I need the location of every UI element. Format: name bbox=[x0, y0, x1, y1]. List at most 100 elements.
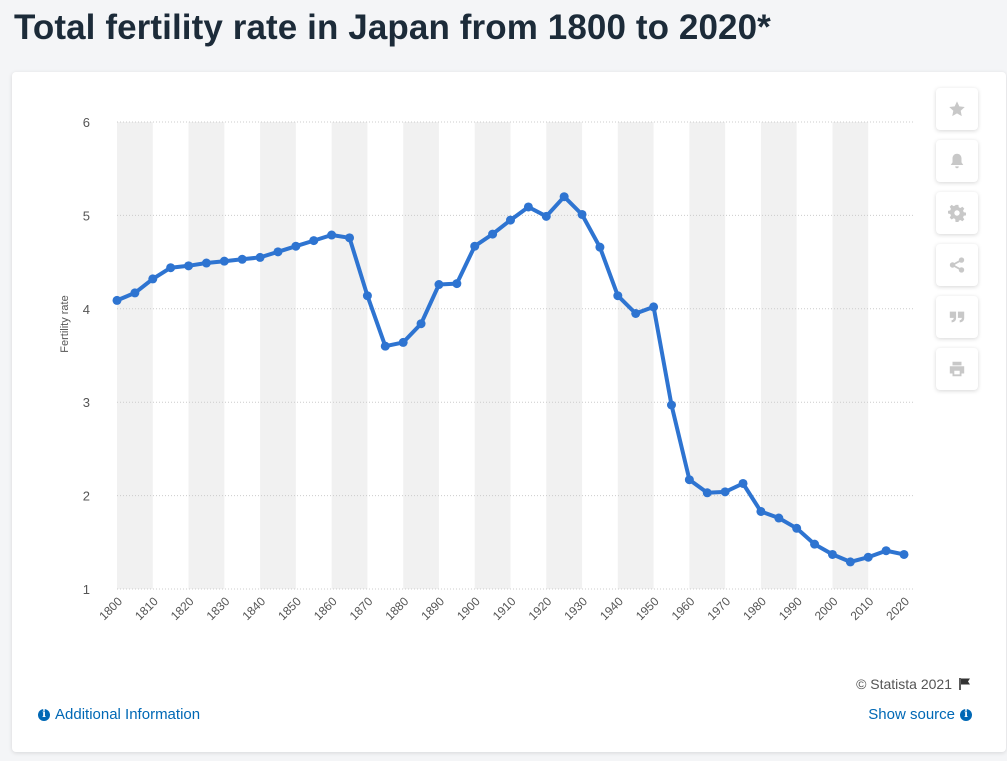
gridlines bbox=[117, 121, 914, 590]
x-tick-label: 1840 bbox=[239, 594, 268, 623]
info-icon: i bbox=[960, 708, 972, 721]
x-tick-label: 1990 bbox=[776, 594, 805, 623]
data-point bbox=[398, 337, 408, 347]
x-tick-label: 1800 bbox=[96, 594, 125, 623]
print-button[interactable] bbox=[936, 348, 978, 390]
data-point bbox=[774, 513, 784, 523]
data-point bbox=[649, 302, 659, 312]
data-point bbox=[684, 475, 694, 485]
background-band bbox=[832, 122, 869, 589]
background-band bbox=[546, 122, 583, 589]
data-point bbox=[541, 211, 551, 221]
data-point bbox=[702, 488, 712, 498]
x-tick-label: 1900 bbox=[454, 594, 483, 623]
data-point bbox=[345, 233, 355, 243]
x-tick-label: 2010 bbox=[848, 594, 877, 623]
data-point bbox=[523, 202, 533, 212]
x-tick-labels: 1800 1810 1820 1830 1840 1850 1860 1870 1880 1890… bbox=[96, 594, 912, 623]
background-band bbox=[617, 122, 654, 589]
data-point bbox=[666, 400, 676, 410]
series-group bbox=[112, 192, 909, 567]
data-point bbox=[291, 241, 301, 251]
x-tick-label: 1940 bbox=[597, 594, 626, 623]
x-tick-label: 1930 bbox=[561, 594, 590, 623]
x-tick-label: 1980 bbox=[740, 594, 769, 623]
y-tick-labels: 1 2 3 4 5 6 bbox=[83, 115, 90, 597]
background-band bbox=[260, 122, 296, 589]
background-band bbox=[689, 122, 726, 589]
data-point bbox=[148, 274, 158, 284]
share-icon bbox=[949, 257, 965, 273]
data-point bbox=[756, 506, 766, 516]
copyright-text: © Statista 2021 bbox=[856, 676, 952, 692]
x-tick-label: 1970 bbox=[704, 594, 733, 623]
data-point bbox=[273, 247, 283, 257]
page-title: Total fertility rate in Japan from 1800 … bbox=[14, 8, 771, 47]
x-tick-label: 2000 bbox=[812, 594, 841, 623]
data-point bbox=[595, 242, 605, 252]
additional-information-link[interactable]: i Additional Information bbox=[38, 706, 200, 723]
x-tick-label: 1850 bbox=[275, 594, 304, 623]
data-point bbox=[559, 192, 569, 202]
flag-icon[interactable] bbox=[958, 677, 972, 691]
copyright-notice: © Statista 2021 bbox=[856, 676, 972, 692]
background-band bbox=[474, 122, 511, 589]
data-point bbox=[845, 557, 855, 567]
settings-button[interactable] bbox=[936, 192, 978, 234]
data-point bbox=[792, 523, 802, 533]
data-point bbox=[362, 291, 372, 301]
quote-icon bbox=[949, 311, 965, 323]
share-button[interactable] bbox=[936, 244, 978, 286]
background-band bbox=[117, 122, 153, 589]
data-point bbox=[237, 254, 247, 264]
x-tick-label: 1820 bbox=[168, 594, 197, 623]
data-point bbox=[613, 291, 623, 301]
data-point bbox=[863, 552, 873, 562]
show-source-label: Show source bbox=[868, 706, 955, 723]
background-band bbox=[403, 122, 439, 589]
x-tick-label: 1870 bbox=[347, 594, 376, 623]
x-tick-label: 1890 bbox=[418, 594, 447, 623]
favorite-button[interactable] bbox=[936, 88, 978, 130]
data-point bbox=[327, 230, 337, 240]
data-point bbox=[881, 546, 891, 556]
cite-button[interactable] bbox=[936, 296, 978, 338]
data-point bbox=[720, 487, 730, 497]
y-tick-label: 1 bbox=[83, 582, 90, 597]
data-point bbox=[631, 308, 641, 318]
bell-icon bbox=[950, 153, 964, 169]
chart-toolbar bbox=[936, 88, 978, 400]
y-tick-label: 6 bbox=[83, 115, 90, 130]
data-point bbox=[506, 215, 515, 225]
print-icon bbox=[949, 361, 965, 377]
data-point bbox=[827, 549, 837, 559]
data-point bbox=[130, 288, 140, 298]
data-point bbox=[810, 539, 820, 549]
star-icon bbox=[949, 101, 965, 117]
x-tick-label: 1810 bbox=[132, 594, 161, 623]
y-tick-label: 5 bbox=[83, 208, 90, 223]
data-point bbox=[452, 279, 462, 289]
x-tick-label: 1880 bbox=[383, 594, 412, 623]
gear-icon bbox=[948, 204, 966, 222]
data-point bbox=[255, 252, 265, 262]
data-point bbox=[184, 261, 194, 271]
x-tick-label: 1860 bbox=[311, 594, 340, 623]
info-icon: i bbox=[38, 708, 50, 721]
background-bands bbox=[117, 122, 869, 589]
data-point bbox=[416, 319, 426, 329]
y-tick-label: 3 bbox=[83, 395, 90, 410]
data-point bbox=[219, 256, 229, 266]
data-point bbox=[166, 263, 176, 273]
data-point bbox=[309, 236, 319, 246]
data-point bbox=[380, 341, 390, 351]
data-point bbox=[470, 241, 480, 251]
data-point bbox=[434, 280, 444, 290]
data-point bbox=[112, 295, 122, 305]
additional-information-label: Additional Information bbox=[55, 706, 201, 723]
show-source-link[interactable]: Show source i bbox=[868, 706, 972, 723]
notification-button[interactable] bbox=[936, 140, 978, 182]
x-tick-label: 1910 bbox=[490, 594, 519, 623]
y-tick-label: 4 bbox=[83, 302, 90, 317]
